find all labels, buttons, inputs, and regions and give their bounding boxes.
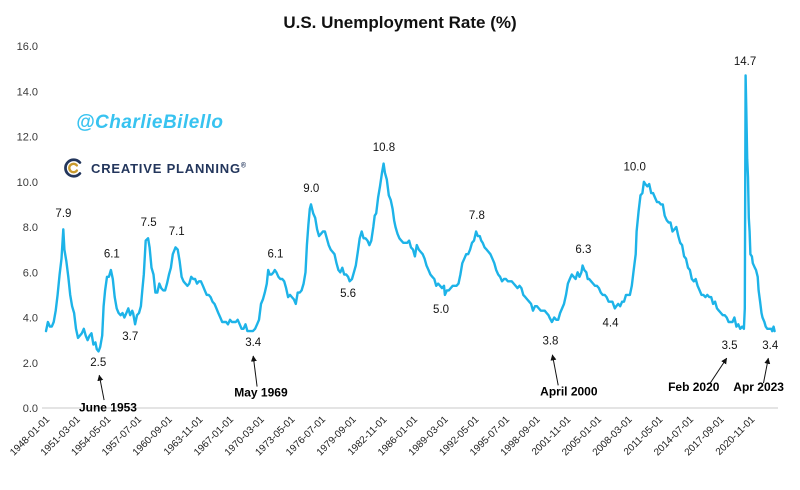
annotation-label: 3.7 bbox=[122, 331, 138, 343]
annotation-label: 3.4 bbox=[245, 337, 262, 349]
brand-logo: CREATIVE PLANNING® bbox=[62, 157, 247, 179]
brand-name: CREATIVE PLANNING® bbox=[91, 160, 247, 176]
annotation-label: 6.1 bbox=[104, 249, 120, 261]
callout-arrow bbox=[550, 354, 559, 386]
callout-label: June 1953 bbox=[79, 400, 137, 414]
annotation-label: 3.8 bbox=[542, 336, 558, 348]
callout-arrow bbox=[709, 357, 728, 384]
y-tick-label: 4.0 bbox=[23, 313, 38, 325]
annotation-label: 7.9 bbox=[55, 208, 71, 220]
y-tick-label: 8.0 bbox=[23, 222, 38, 234]
callout-arrow bbox=[97, 374, 105, 401]
callout-label: Apr 2023 bbox=[733, 380, 784, 394]
annotation-label: 3.5 bbox=[722, 340, 738, 352]
unemployment-line bbox=[44, 74, 776, 353]
watermark-handle: @CharlieBilello bbox=[76, 112, 224, 133]
y-tick-label: 0.0 bbox=[23, 403, 38, 415]
callout-arrow bbox=[250, 355, 258, 387]
annotation-label: 10.0 bbox=[624, 161, 646, 173]
annotation-label: 10.8 bbox=[373, 142, 395, 154]
y-tick-label: 12.0 bbox=[17, 132, 38, 144]
annotation-label: 7.5 bbox=[141, 217, 157, 229]
y-tick-label: 6.0 bbox=[23, 267, 38, 279]
annotation-label: 5.6 bbox=[340, 288, 356, 300]
annotation-label: 2.5 bbox=[90, 357, 106, 369]
creative-planning-icon bbox=[62, 157, 84, 179]
callout-label: Feb 2020 bbox=[668, 380, 720, 394]
callout-label: May 1969 bbox=[234, 386, 288, 400]
annotation-label: 7.8 bbox=[469, 210, 485, 222]
y-tick-label: 14.0 bbox=[17, 86, 38, 98]
annotation-label: 6.1 bbox=[267, 249, 283, 261]
annotation-label: 5.0 bbox=[433, 304, 449, 316]
annotation-label: 3.4 bbox=[762, 340, 779, 352]
y-tick-label: 2.0 bbox=[23, 358, 38, 370]
registered-mark: ® bbox=[240, 162, 247, 170]
annotation-label: 4.4 bbox=[602, 318, 619, 330]
annotation-label: 9.0 bbox=[303, 183, 319, 195]
annotation-label: 14.7 bbox=[734, 56, 756, 68]
callout-arrow bbox=[762, 357, 771, 384]
y-tick-label: 10.0 bbox=[17, 177, 38, 189]
chart-title: U.S. Unemployment Rate (%) bbox=[283, 13, 517, 32]
callout-label: April 2000 bbox=[540, 385, 598, 399]
annotation-label: 7.1 bbox=[169, 226, 185, 238]
y-tick-label: 16.0 bbox=[17, 41, 38, 53]
annotation-label: 6.3 bbox=[575, 244, 591, 256]
